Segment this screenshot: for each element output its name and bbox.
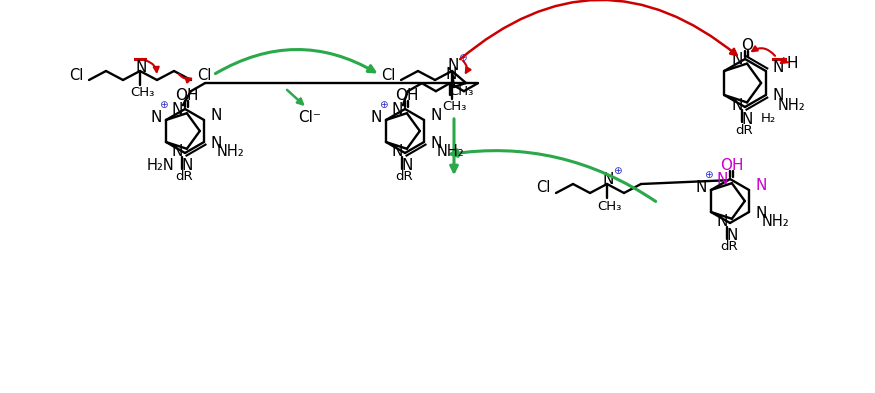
Text: NH₂: NH₂ bbox=[436, 145, 464, 160]
Text: dR: dR bbox=[720, 240, 738, 253]
Text: N: N bbox=[150, 110, 162, 125]
Text: H₂N: H₂N bbox=[146, 158, 174, 173]
Text: O: O bbox=[741, 39, 753, 53]
Text: N: N bbox=[181, 158, 192, 173]
Text: NH₂: NH₂ bbox=[778, 97, 806, 112]
Text: H: H bbox=[786, 57, 797, 72]
Text: N: N bbox=[391, 144, 402, 159]
Text: Cl: Cl bbox=[536, 180, 550, 195]
Text: N: N bbox=[741, 112, 752, 127]
Text: CH₃: CH₃ bbox=[130, 86, 154, 99]
Text: N: N bbox=[772, 88, 783, 103]
Text: N: N bbox=[210, 136, 221, 151]
Text: ⊕: ⊕ bbox=[458, 53, 466, 63]
Text: N: N bbox=[716, 172, 727, 187]
Text: N: N bbox=[696, 180, 707, 195]
Text: ⊕: ⊕ bbox=[612, 166, 621, 176]
Text: N: N bbox=[755, 206, 766, 220]
Text: ⊕: ⊕ bbox=[158, 100, 167, 110]
Text: N: N bbox=[370, 110, 382, 125]
Text: N: N bbox=[726, 228, 738, 242]
Text: NH₂: NH₂ bbox=[761, 215, 789, 230]
Text: N: N bbox=[172, 102, 183, 117]
Text: ⊕: ⊕ bbox=[379, 100, 388, 110]
Text: N: N bbox=[732, 52, 743, 67]
Text: N: N bbox=[447, 59, 458, 73]
Text: N: N bbox=[602, 171, 613, 187]
Text: Cl: Cl bbox=[381, 68, 396, 83]
Text: OH: OH bbox=[396, 88, 419, 103]
Text: N: N bbox=[430, 136, 442, 151]
Text: OH: OH bbox=[720, 158, 744, 173]
Text: CH₃: CH₃ bbox=[450, 85, 474, 98]
Text: dR: dR bbox=[735, 124, 752, 137]
Text: N: N bbox=[430, 108, 442, 123]
Text: dR: dR bbox=[395, 170, 413, 183]
Text: Cl: Cl bbox=[197, 68, 211, 83]
Text: N: N bbox=[402, 158, 413, 173]
Text: CH₃: CH₃ bbox=[597, 200, 621, 213]
Text: N: N bbox=[732, 98, 743, 113]
Text: NH₂: NH₂ bbox=[216, 145, 244, 160]
Text: OH: OH bbox=[175, 88, 199, 103]
Text: N: N bbox=[755, 178, 766, 193]
Text: ⊕: ⊕ bbox=[704, 170, 712, 180]
Text: CH₃: CH₃ bbox=[442, 101, 466, 114]
Text: N: N bbox=[172, 144, 183, 159]
Text: N: N bbox=[210, 108, 221, 123]
Text: N: N bbox=[716, 214, 727, 229]
Text: dR: dR bbox=[175, 170, 192, 183]
Text: N: N bbox=[391, 102, 402, 117]
Text: H₂: H₂ bbox=[760, 112, 775, 125]
Text: Cl: Cl bbox=[69, 68, 83, 83]
Text: Cl⁻: Cl⁻ bbox=[298, 110, 321, 125]
Text: N: N bbox=[445, 67, 457, 82]
Text: N: N bbox=[136, 59, 147, 75]
Text: N: N bbox=[772, 59, 783, 75]
